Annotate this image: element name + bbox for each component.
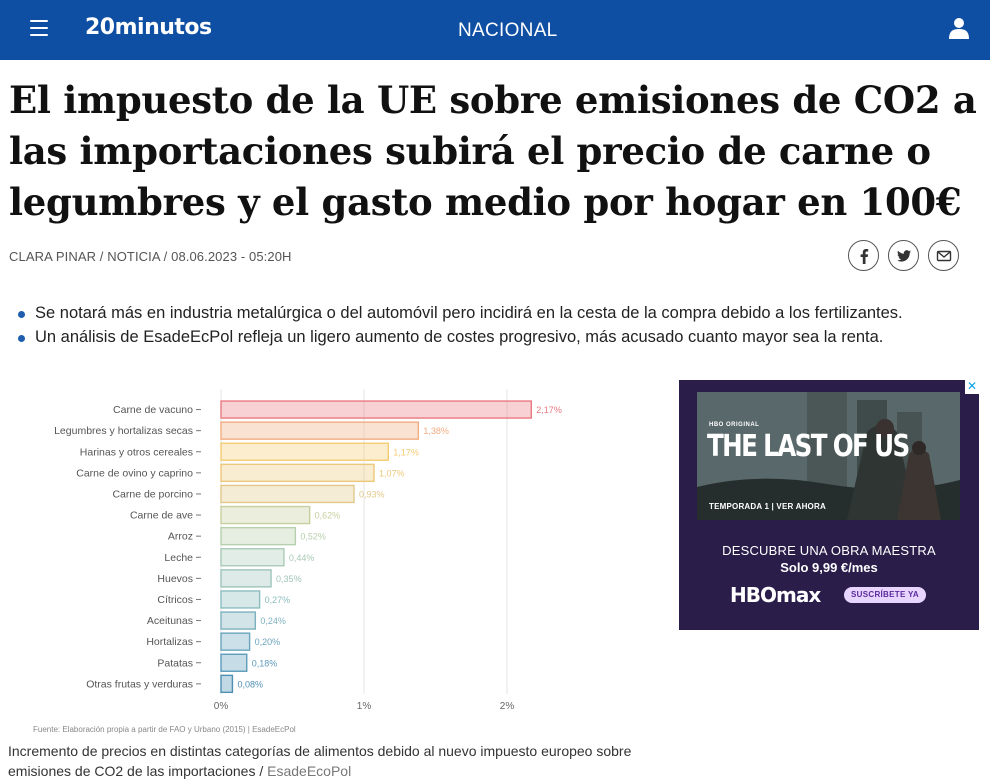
bar-value-label: 1,38% [423, 426, 449, 436]
x-tick-label: 2% [500, 701, 515, 712]
category-label: Arroz [168, 531, 193, 543]
twitter-icon [896, 249, 911, 262]
ad-title: THE LAST OF US [707, 429, 910, 464]
bar-value-label: 0,93% [359, 489, 385, 499]
hamburger-menu-icon[interactable] [30, 20, 48, 36]
chart-bar [220, 484, 355, 504]
bar-value-label: 0,35% [276, 574, 302, 584]
email-share-button[interactable] [928, 240, 959, 271]
subscribe-button[interactable]: SUSCRÍBETE YA [844, 587, 926, 603]
chart-caption: Incremento de precios en distintas categ… [8, 741, 648, 781]
x-tick-label: 0% [214, 701, 229, 712]
category-label: Legumbres y hortalizas secas [54, 425, 193, 437]
category-label: Harinas y otros cereales [80, 446, 193, 458]
chart-bar [220, 463, 375, 483]
chart-bar [220, 400, 533, 419]
article-headline: El impuesto de la UE sobre emisiones de … [9, 78, 977, 224]
category-label: Carne de ovino y caprino [76, 467, 193, 479]
ad-season: TEMPORADA 1 | VER AHORA [709, 502, 826, 511]
summary-bullet: Se notará más en industria metalúrgica o… [18, 303, 903, 327]
article-type: NOTICIA [107, 249, 160, 264]
byline: CLARA PINAR / NOTICIA / 08.06.2023 - 05:… [9, 249, 292, 264]
bar-value-label: 0,52% [300, 532, 326, 542]
ad-poster-image: HBO ORIGINAL THE LAST OF US TEMPORADA 1 … [697, 392, 960, 520]
chart-bar [220, 526, 297, 546]
category-label: Leche [164, 552, 193, 564]
category-label: Cítricos [157, 594, 193, 606]
bar-value-label: 1,17% [393, 447, 419, 457]
email-icon [936, 250, 951, 261]
ad-tagline: DESCUBRE UNA OBRA MAESTRA [722, 543, 936, 558]
bar-value-label: 0,18% [252, 658, 278, 668]
ad-close-icon[interactable]: ✕ [965, 380, 979, 394]
top-navigation-bar: 20minutos NACIONAL [0, 0, 990, 60]
category-label: Patatas [157, 657, 193, 669]
bar-value-label: 0,08% [237, 679, 263, 689]
hbomax-logo: HBOmax [730, 583, 821, 607]
bar-value-label: 0,20% [255, 637, 281, 647]
category-label: Hortalizas [146, 636, 193, 648]
ad-poster-scene [697, 392, 960, 520]
price-increase-chart: 0% 1% 2% Carne de vacuno 2,17% Legumbres y ho… [0, 377, 650, 742]
bar-value-label: 0,24% [260, 616, 286, 626]
ad-hbo-original: HBO ORIGINAL [709, 422, 760, 428]
chart-source-note: Fuente: Elaboración propia a partir de F… [33, 725, 296, 734]
site-logo[interactable]: 20minutos [85, 15, 212, 40]
user-icon[interactable] [947, 16, 971, 40]
caption-text: Incremento de precios en distintas categ… [8, 743, 632, 779]
chart-bar [220, 611, 257, 630]
chart-bar [220, 442, 390, 461]
bar-value-label: 0,62% [315, 511, 341, 521]
chart-bar [220, 505, 311, 525]
summary-bullet: Un análisis de EsadeEcPol refleja un lig… [18, 327, 903, 351]
chart-bar [220, 590, 261, 609]
summary-bullets: Se notará más en industria metalúrgica o… [18, 303, 903, 351]
chart-svg: 0% 1% 2% Carne de vacuno 2,17% Legumbres y ho… [33, 389, 562, 734]
author-name[interactable]: CLARA PINAR [9, 249, 97, 264]
facebook-share-button[interactable] [848, 240, 879, 271]
bar-value-label: 0,27% [265, 595, 291, 605]
x-tick-label: 1% [357, 701, 372, 712]
category-label: Aceitunas [147, 615, 193, 627]
bar-value-label: 0,44% [289, 553, 315, 563]
chart-bar [220, 674, 234, 694]
bar-value-label: 1,07% [379, 468, 405, 478]
caption-source: EsadeEcoPol [267, 763, 352, 779]
category-label: Carne de porcino [112, 488, 193, 500]
bar-value-label: 2,17% [536, 405, 562, 415]
chart-bar [220, 548, 285, 567]
twitter-share-button[interactable] [888, 240, 919, 271]
chart-bar [220, 569, 272, 588]
category-label: Carne de ave [130, 510, 193, 522]
ad-price: Solo 9,99 €/mes [780, 560, 878, 575]
category-label: Carne de vacuno [113, 404, 193, 416]
chart-bar [220, 632, 251, 651]
chart-bar [220, 653, 248, 672]
chart-bar [220, 421, 420, 440]
category-label: Otras frutas y verduras [86, 678, 193, 690]
category-label: Huevos [157, 573, 193, 585]
section-title[interactable]: NACIONAL [458, 20, 558, 41]
hbo-max-advertisement[interactable]: ✕ HBO ORIGINAL THE LAST OF US TEMPORADA … [679, 380, 979, 630]
publish-date: 08.06.2023 - 05:20H [171, 249, 292, 264]
facebook-icon [860, 248, 868, 264]
